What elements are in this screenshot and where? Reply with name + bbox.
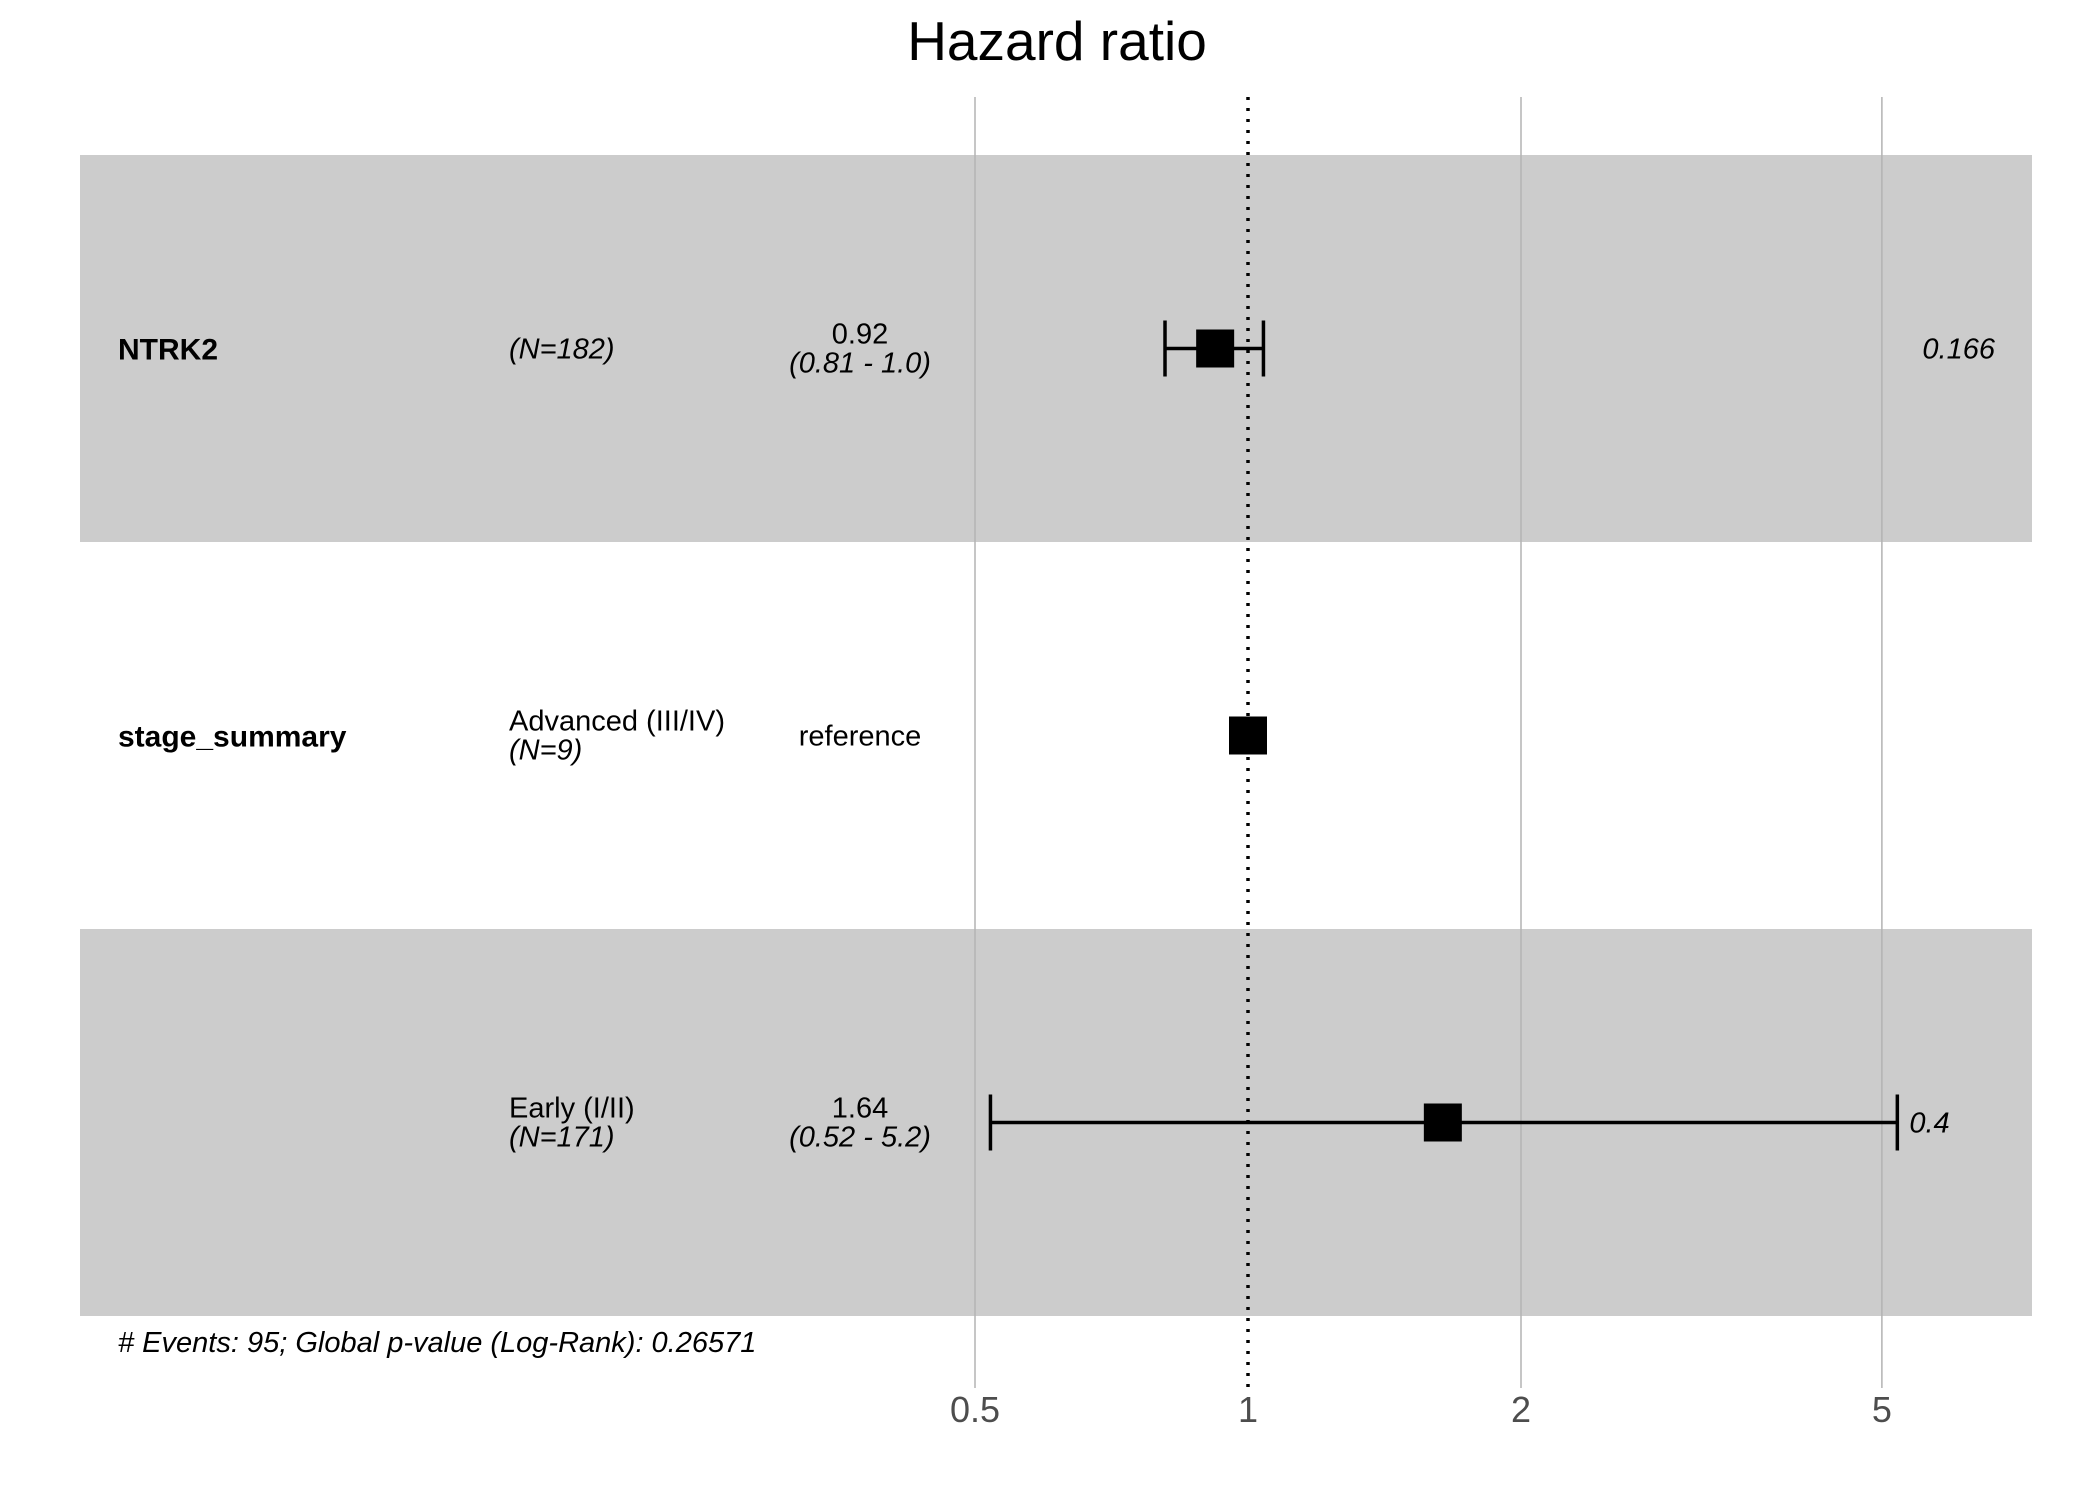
estimate-label: 0.92 xyxy=(832,319,888,351)
p-value-label: 0.4 xyxy=(1909,1108,1949,1140)
n-label: (N=171) xyxy=(509,1122,615,1154)
ci-label: (0.81 - 1.0) xyxy=(789,348,931,380)
level-label: Advanced (III/IV) xyxy=(509,706,725,738)
x-tick-label: 1 xyxy=(1238,1389,1258,1430)
variable-label: stage_summary xyxy=(118,721,347,754)
variable-label: NTRK2 xyxy=(118,334,218,367)
hazard-ratio-marks xyxy=(988,320,1900,1151)
p-value-label: 0.166 xyxy=(1922,334,1995,366)
x-tick-label: 2 xyxy=(1511,1389,1531,1430)
x-gridlines xyxy=(974,97,1883,1388)
row-bands xyxy=(80,155,2032,1316)
point-estimate xyxy=(1229,716,1267,755)
level-label: Early (I/II) xyxy=(509,1093,635,1125)
row-band xyxy=(80,155,2032,542)
estimate-label: 1.64 xyxy=(832,1093,888,1125)
n-label: (N=9) xyxy=(509,735,582,767)
x-tick-label: 5 xyxy=(1872,1389,1892,1430)
row-labels: NTRK2 (N=182) 0.92(0.81 - 1.0) 0.166 stage_s… xyxy=(118,319,1996,1154)
estimate-label: reference xyxy=(799,721,922,753)
ci-label: (0.52 - 5.2) xyxy=(789,1122,931,1154)
point-estimate xyxy=(1423,1103,1462,1142)
point-estimate xyxy=(1196,329,1235,368)
n-label: (N=182) xyxy=(509,334,615,366)
x-axis-ticks: 0.5 1 2 5 xyxy=(950,1389,1892,1430)
footnote: # Events: 95; Global p-value (Log-Rank):… xyxy=(118,1327,756,1359)
chart-title: Hazard ratio xyxy=(907,10,1207,72)
x-tick-label: 0.5 xyxy=(950,1389,1000,1430)
